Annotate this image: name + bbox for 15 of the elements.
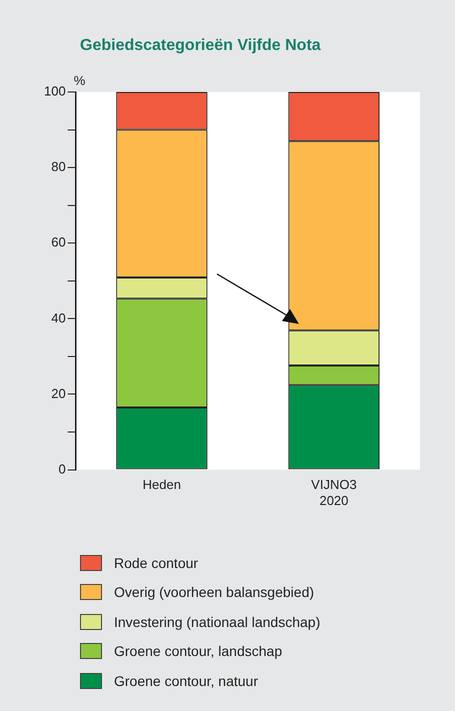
y-tick-label: 20 — [51, 386, 66, 401]
legend-label: Rode contour — [114, 554, 198, 571]
y-tick-label: 100 — [44, 84, 66, 99]
legend-label: Groene contour, landschap — [114, 643, 282, 660]
y-tick-label: 0 — [58, 461, 66, 476]
x-tick-label: Heden — [142, 477, 181, 492]
y-tick-label: 40 — [51, 310, 66, 326]
y-axis-title: % — [74, 73, 86, 88]
legend-label: Investering (nationaal landschap) — [114, 614, 320, 630]
legend-label: Overig (voorheen balansgebied) — [114, 584, 314, 600]
y-tick-label: 80 — [51, 159, 66, 174]
y-tick-label: 60 — [51, 234, 66, 250]
chart-title: Gebiedscategorieën Vijfde Nota — [80, 37, 321, 55]
x-tick-label: VIJNO3 2020 — [311, 477, 357, 508]
legend-label: Groene contour, natuur — [114, 672, 258, 689]
